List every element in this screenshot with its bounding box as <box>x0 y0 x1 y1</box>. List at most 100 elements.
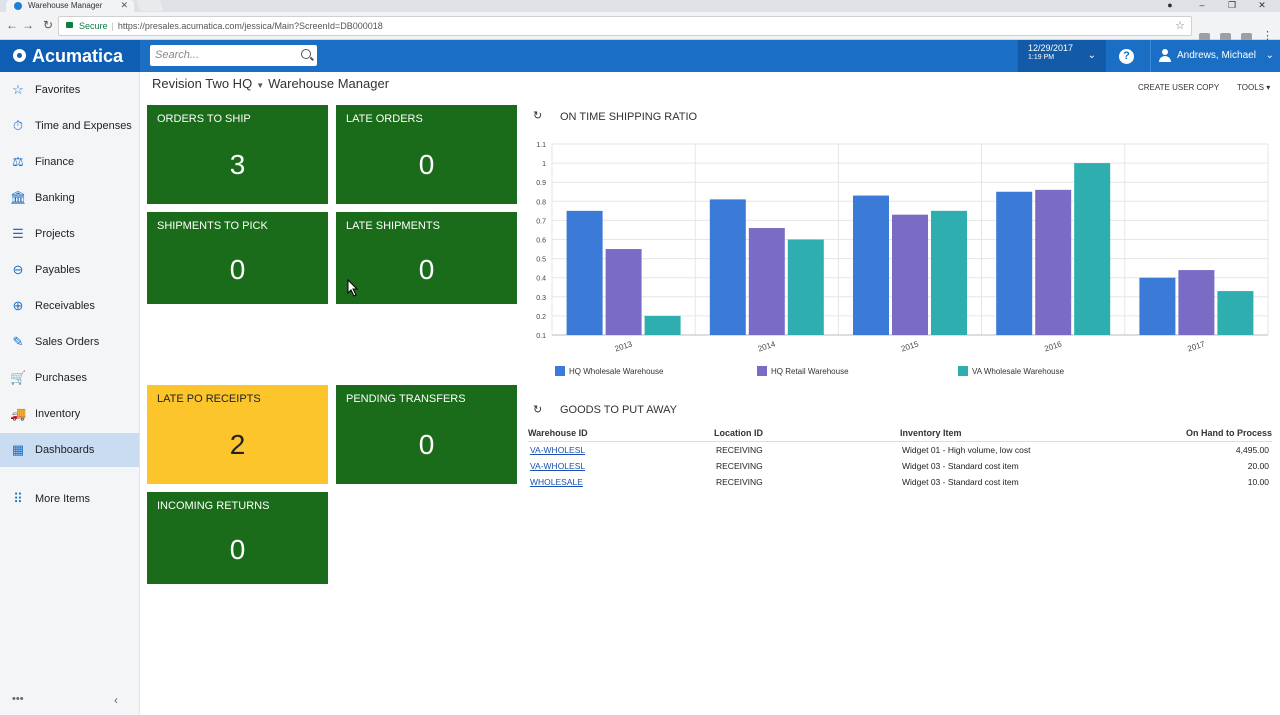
bank-icon: 🏛 <box>10 190 27 205</box>
column-header-on-hand[interactable]: On Hand to Process <box>1185 428 1272 438</box>
grid-icon: ⠿ <box>13 491 23 506</box>
more-options-icon[interactable]: ••• <box>12 693 24 705</box>
y-tick-label: 0.1 <box>536 333 546 340</box>
address-bar: ← → ↻ Secure | https://presales.acumatica.… <box>0 12 1280 44</box>
sidebar-item-finance[interactable]: ⚖ Finance <box>0 145 139 179</box>
extension-icon[interactable] <box>1220 33 1231 44</box>
bookmark-star-icon[interactable]: ☆ <box>1175 20 1185 32</box>
table-row[interactable]: WHOLESALE RECEIVING Widget 03 - Standard… <box>528 474 1272 490</box>
sidebar-item-banking[interactable]: 🏛 Banking <box>0 181 139 215</box>
sidebar-item-payables[interactable]: ⊖ Payables <box>0 253 139 287</box>
cart-icon: 🛒 <box>10 370 27 385</box>
acumatica-logo-icon <box>13 49 26 62</box>
x-tick-label: 2017 <box>1186 339 1206 353</box>
tile-late-shipments[interactable]: LATE SHIPMENTS 0 <box>336 212 517 304</box>
tile-pending-transfers[interactable]: PENDING TRANSFERS 0 <box>336 385 517 484</box>
projects-icon: ☰ <box>12 226 24 241</box>
caret-down-icon[interactable]: ▼ <box>256 81 265 90</box>
tile-label: LATE ORDERS <box>346 113 423 125</box>
sidebar-item-dashboards[interactable]: ▦ Dashboards <box>0 433 139 467</box>
browser-menu-icon[interactable]: ⋮ <box>1262 30 1273 42</box>
minimize-icon[interactable]: – <box>1199 0 1205 10</box>
scales-icon: ⚖ <box>12 154 24 169</box>
help-icon[interactable]: ? <box>1119 49 1134 64</box>
business-date-selector[interactable]: 12/29/2017 1:19 PM ⌄ <box>1018 40 1106 72</box>
warehouse-link[interactable]: VA-WHOLESL <box>530 461 586 471</box>
close-window-icon[interactable]: ✕ <box>1258 0 1266 10</box>
profile-icon[interactable]: ● <box>1167 0 1173 10</box>
warehouse-link[interactable]: VA-WHOLESL <box>530 445 586 455</box>
warehouse-link[interactable]: WHOLESALE <box>530 477 583 487</box>
tools-menu-button[interactable]: TOOLS ▾ <box>1237 83 1271 92</box>
extension-icon[interactable] <box>1199 33 1210 44</box>
forward-icon[interactable]: → <box>22 18 34 32</box>
tile-late-orders[interactable]: LATE ORDERS 0 <box>336 105 517 204</box>
tile-value: 0 <box>418 429 435 460</box>
sidebar-item-label: Sales Orders <box>35 336 100 348</box>
legend-swatch <box>555 366 565 376</box>
tile-late-po-receipts[interactable]: LATE PO RECEIPTS 2 <box>147 385 328 484</box>
collapse-sidebar-icon[interactable]: ‹ <box>114 693 118 707</box>
sidebar-item-receivables[interactable]: ⊕ Receivables <box>0 289 139 323</box>
tile-shipments-to-pick[interactable]: SHIPMENTS TO PICK 0 <box>147 212 328 304</box>
reload-icon[interactable]: ↻ <box>42 18 54 32</box>
tile-value: 0 <box>229 254 246 285</box>
restore-icon[interactable]: ❐ <box>1227 0 1237 10</box>
tile-label: LATE SHIPMENTS <box>346 220 440 232</box>
column-header-item[interactable]: Inventory Item <box>900 428 962 438</box>
table-row[interactable]: VA-WHOLESL RECEIVING Widget 03 - Standar… <box>528 458 1272 474</box>
column-header-warehouse[interactable]: Warehouse ID <box>528 428 588 438</box>
search-input[interactable]: Search... <box>150 45 317 66</box>
sidebar-item-sales-orders[interactable]: ✎ Sales Orders <box>0 325 139 359</box>
business-date: 12/29/2017 <box>1028 43 1074 53</box>
dashboard-icon: ▦ <box>11 442 25 457</box>
url-input[interactable]: Secure | https://presales.acumatica.com/je… <box>58 16 1192 36</box>
sidebar-item-more-items[interactable]: ⠿ More Items <box>0 482 139 516</box>
extension-icon[interactable] <box>1241 33 1252 44</box>
refresh-icon[interactable]: ↻ <box>533 110 543 122</box>
y-tick-label: 0.5 <box>536 257 546 264</box>
search-placeholder: Search... <box>155 49 200 61</box>
bar <box>1217 291 1254 335</box>
bar <box>996 191 1033 335</box>
company-selector[interactable]: Revision Two HQ <box>152 76 253 91</box>
legend-swatch <box>958 366 968 376</box>
user-name: Andrews, Michael <box>1177 50 1256 61</box>
sidebar-item-projects[interactable]: ☰ Projects <box>0 217 139 251</box>
tile-value: 0 <box>229 534 246 565</box>
secure-label: Secure <box>79 21 108 31</box>
truck-icon: 🚚 <box>10 406 27 421</box>
tile-label: ORDERS TO SHIP <box>157 113 251 125</box>
sidebar-item-inventory[interactable]: 🚚 Inventory <box>0 397 139 431</box>
column-header-location[interactable]: Location ID <box>714 428 763 438</box>
minus-circle-icon: ⊖ <box>12 262 24 277</box>
back-icon[interactable]: ← <box>6 18 18 32</box>
chevron-down-icon: ⌄ <box>1265 50 1274 61</box>
close-tab-icon[interactable]: ✕ <box>120 0 128 10</box>
create-user-copy-button[interactable]: CREATE USER COPY <box>1138 83 1220 92</box>
bar <box>644 315 681 335</box>
sidebar-item-purchases[interactable]: 🛒 Purchases <box>0 361 139 395</box>
tile-incoming-returns[interactable]: INCOMING RETURNS 0 <box>147 492 328 584</box>
user-menu[interactable]: Andrews, Michael ⌄ <box>1150 40 1280 72</box>
browser-tab[interactable]: Warehouse Manager ✕ <box>6 0 134 12</box>
bar <box>566 210 603 335</box>
refresh-icon[interactable]: ↻ <box>533 404 543 416</box>
legend-swatch <box>757 366 767 376</box>
acumatica-logo[interactable]: Acumatica <box>0 40 140 72</box>
url-text: https://presales.acumatica.com/jessica/M… <box>117 21 383 31</box>
bar <box>709 199 746 335</box>
tile-orders-to-ship[interactable]: ORDERS TO SHIP 3 <box>147 105 328 204</box>
table-row[interactable]: VA-WHOLESL RECEIVING Widget 01 - High vo… <box>528 442 1272 458</box>
y-tick-label: 0.3 <box>536 295 546 302</box>
acumatica-favicon-icon <box>14 2 22 10</box>
sidebar-item-time-and-expenses[interactable]: ⏱ Time and Expenses <box>0 109 139 143</box>
new-tab-button[interactable] <box>135 0 165 11</box>
sidebar-item-favorites[interactable]: ☆ Favorites <box>0 73 139 107</box>
sidebar-item-label: Time and Expenses <box>35 120 132 132</box>
on-time-shipping-chart: 0.1 0.2 0.3 0.4 0.5 0.6 0.7 0.8 0.9 1 1.1 2013 2014 2… <box>536 142 1269 376</box>
breadcrumb: Revision Two HQ ▼ Warehouse Manager <box>152 76 389 91</box>
edit-icon: ✎ <box>12 334 24 349</box>
search-icon[interactable] <box>301 49 311 59</box>
location-cell: RECEIVING <box>716 477 763 487</box>
